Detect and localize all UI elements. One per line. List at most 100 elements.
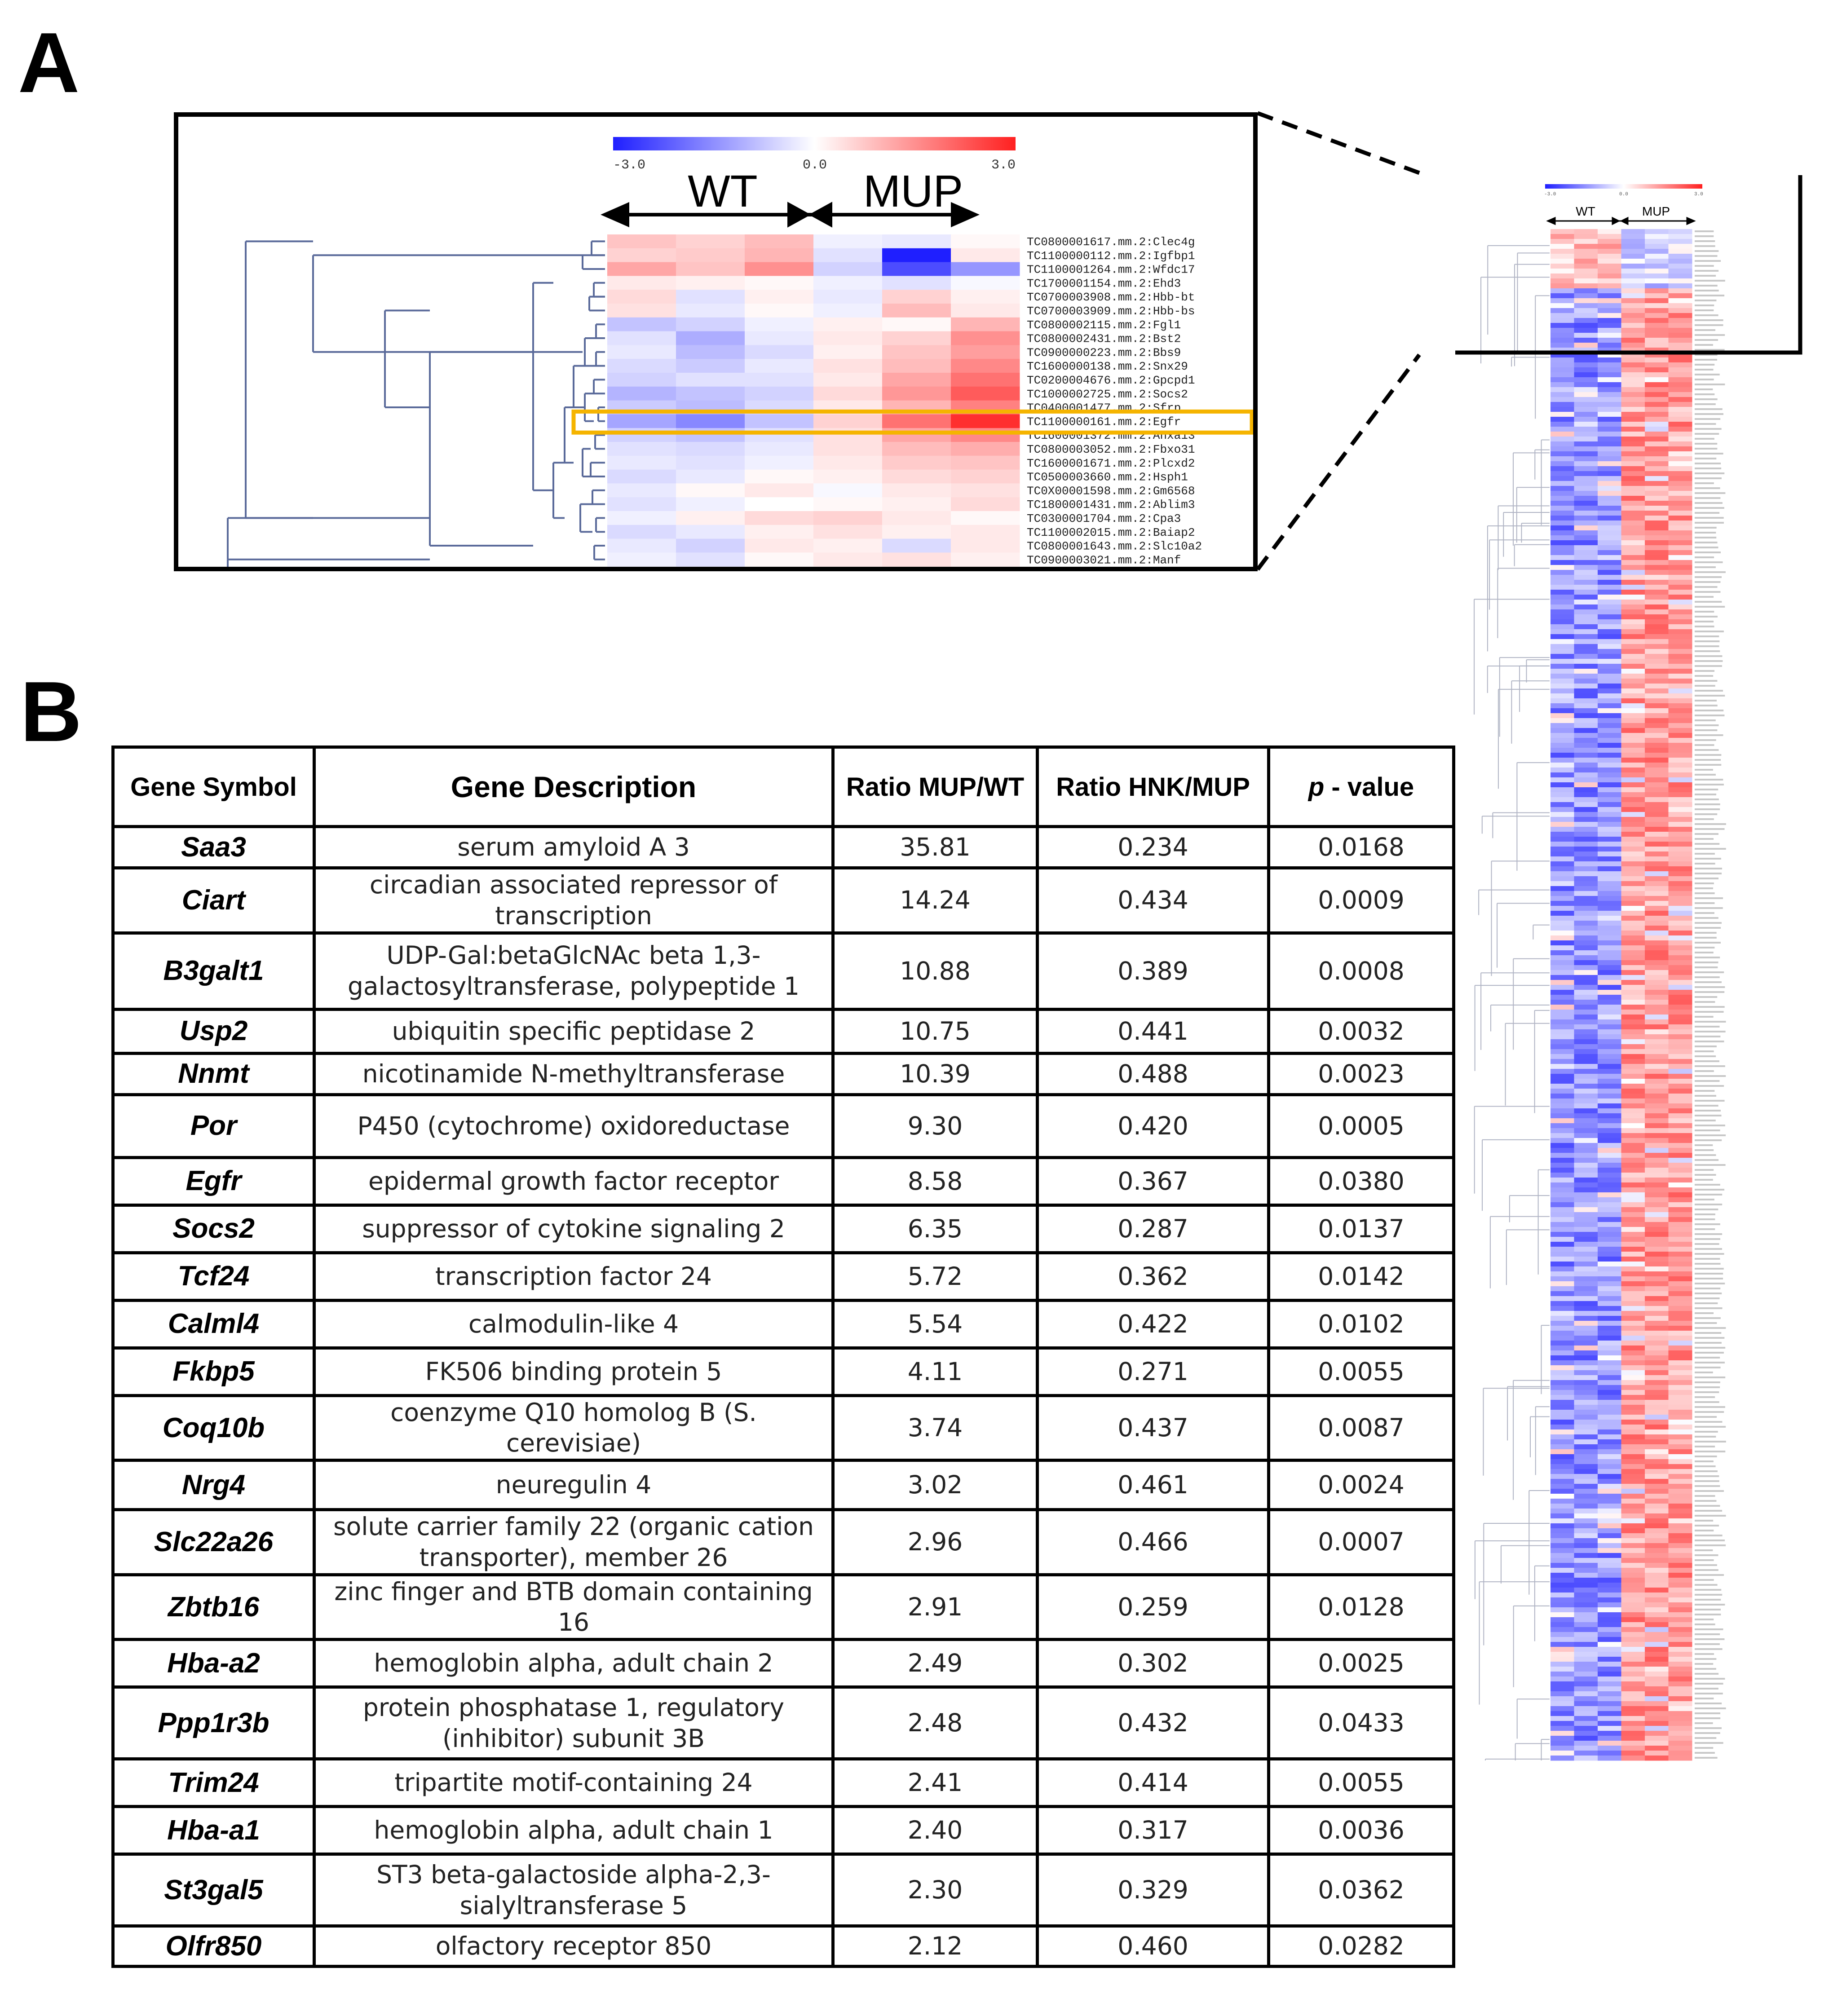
overview-cell — [1574, 1326, 1598, 1331]
overview-cell — [1598, 1202, 1621, 1208]
heatmap-cell — [676, 331, 745, 345]
overview-cell — [1550, 718, 1574, 723]
overview-cell — [1645, 664, 1669, 669]
overview-cell — [1550, 901, 1574, 906]
overview-cell — [1668, 1365, 1692, 1371]
overview-cell — [1574, 259, 1598, 264]
overview-label-tick — [1695, 1080, 1720, 1082]
overview-cell — [1621, 441, 1645, 447]
overview-cell — [1550, 847, 1574, 852]
table-row: Olfr850 olfactory receptor 850 2.12 0.460 0.… — [111, 1924, 1455, 1968]
overview-cell — [1621, 1612, 1645, 1618]
overview-cell — [1645, 1148, 1669, 1153]
overview-cell — [1550, 797, 1574, 803]
overview-cell — [1621, 896, 1645, 901]
gene-description-cell: FK506 binding protein 5 — [313, 1346, 835, 1397]
overview-cell — [1550, 772, 1574, 778]
overview-cell — [1621, 1469, 1645, 1474]
gene-table-container: Gene Symbol Gene Description Ratio MUP/W… — [111, 746, 1455, 1968]
overview-cell — [1598, 654, 1621, 659]
gene-label: TC0800001617.mm.2:Clec4g — [1027, 235, 1195, 249]
overview-cell — [1574, 446, 1598, 452]
overview-cell — [1668, 634, 1692, 640]
heatmap-cell — [813, 414, 883, 428]
ratio-hnk-mup-cell: 0.362 — [1036, 1251, 1270, 1302]
overview-cell — [1598, 456, 1621, 462]
group-arrows — [601, 202, 980, 228]
overview-cell — [1621, 1509, 1645, 1514]
heatmap-cell — [951, 290, 1020, 304]
overview-cell — [1668, 353, 1692, 358]
ratio-mup-wt-cell: 3.02 — [831, 1459, 1039, 1511]
heatmap-cell — [882, 234, 951, 249]
heatmap-cell — [607, 428, 676, 442]
overview-cell — [1574, 1711, 1598, 1716]
overview-label-tick — [1695, 463, 1721, 464]
heatmap-cell — [882, 276, 951, 290]
overview-label-tick — [1695, 1673, 1719, 1675]
overview-cell — [1574, 1000, 1598, 1005]
overview-cell — [1598, 1563, 1621, 1568]
overview-cell — [1574, 353, 1598, 358]
heatmap-cell — [676, 428, 745, 442]
overview-label-tick — [1695, 631, 1724, 632]
overview-cell — [1645, 1187, 1669, 1193]
overview-cell — [1598, 1108, 1621, 1114]
overview-cell — [1598, 738, 1621, 743]
overview-cell — [1645, 269, 1669, 274]
overview-label-tick — [1695, 423, 1716, 425]
overview-cell — [1668, 1064, 1692, 1069]
overview-label-tick — [1695, 1465, 1716, 1467]
overview-cell — [1645, 239, 1669, 244]
overview-cell — [1550, 1637, 1574, 1642]
overview-heatmap: -3.0 0.0 3.0 WT MUP — [1455, 175, 1802, 1761]
heatmap-cell — [882, 331, 951, 345]
overview-label-tick — [1695, 1312, 1714, 1314]
overview-cell — [1668, 817, 1692, 822]
overview-cell — [1668, 1118, 1692, 1124]
overview-cell — [1598, 1059, 1621, 1064]
overview-cell — [1598, 1701, 1621, 1707]
overview-cell — [1621, 407, 1645, 412]
overview-scale-bar — [1545, 184, 1702, 189]
overview-label-tick — [1695, 1426, 1726, 1428]
overview-cell — [1645, 1583, 1669, 1588]
overview-cell — [1621, 575, 1645, 580]
overview-label-tick — [1695, 828, 1725, 830]
overview-cell — [1550, 1686, 1574, 1692]
overview-cell — [1574, 516, 1598, 521]
ratio-hnk-mup-cell: 0.420 — [1036, 1093, 1270, 1159]
overview-cell — [1645, 466, 1669, 472]
overview-cell — [1645, 570, 1669, 575]
overview-label-tick — [1695, 1149, 1714, 1151]
overview-cell — [1550, 1084, 1574, 1089]
overview-cell — [1574, 1232, 1598, 1237]
overview-cell — [1668, 1237, 1692, 1242]
heatmap-cell — [745, 414, 814, 428]
overview-cell — [1574, 1252, 1598, 1257]
overview-cell — [1598, 269, 1621, 274]
overview-cell — [1668, 916, 1692, 921]
overview-cell — [1645, 1543, 1669, 1548]
overview-cell — [1621, 768, 1645, 773]
heatmap-cell — [882, 290, 951, 304]
overview-cell — [1645, 1647, 1669, 1652]
overview-cell — [1668, 1509, 1692, 1514]
overview-cell — [1668, 1029, 1692, 1035]
overview-cell — [1621, 1202, 1645, 1208]
overview-cell — [1621, 1247, 1645, 1252]
overview-cell — [1668, 1015, 1692, 1020]
overview-label-tick — [1695, 705, 1718, 706]
overview-cell — [1598, 817, 1621, 822]
overview-cell — [1574, 1528, 1598, 1534]
overview-cell — [1668, 1049, 1692, 1054]
overview-cell — [1645, 278, 1669, 284]
overview-cell — [1668, 1266, 1692, 1272]
overview-cell — [1668, 1054, 1692, 1059]
overview-cell — [1598, 743, 1621, 748]
overview-label-tick — [1695, 290, 1719, 291]
heatmap-cell — [676, 414, 745, 428]
p-value-cell: 0.0168 — [1267, 825, 1455, 869]
overview-cell — [1645, 283, 1669, 289]
